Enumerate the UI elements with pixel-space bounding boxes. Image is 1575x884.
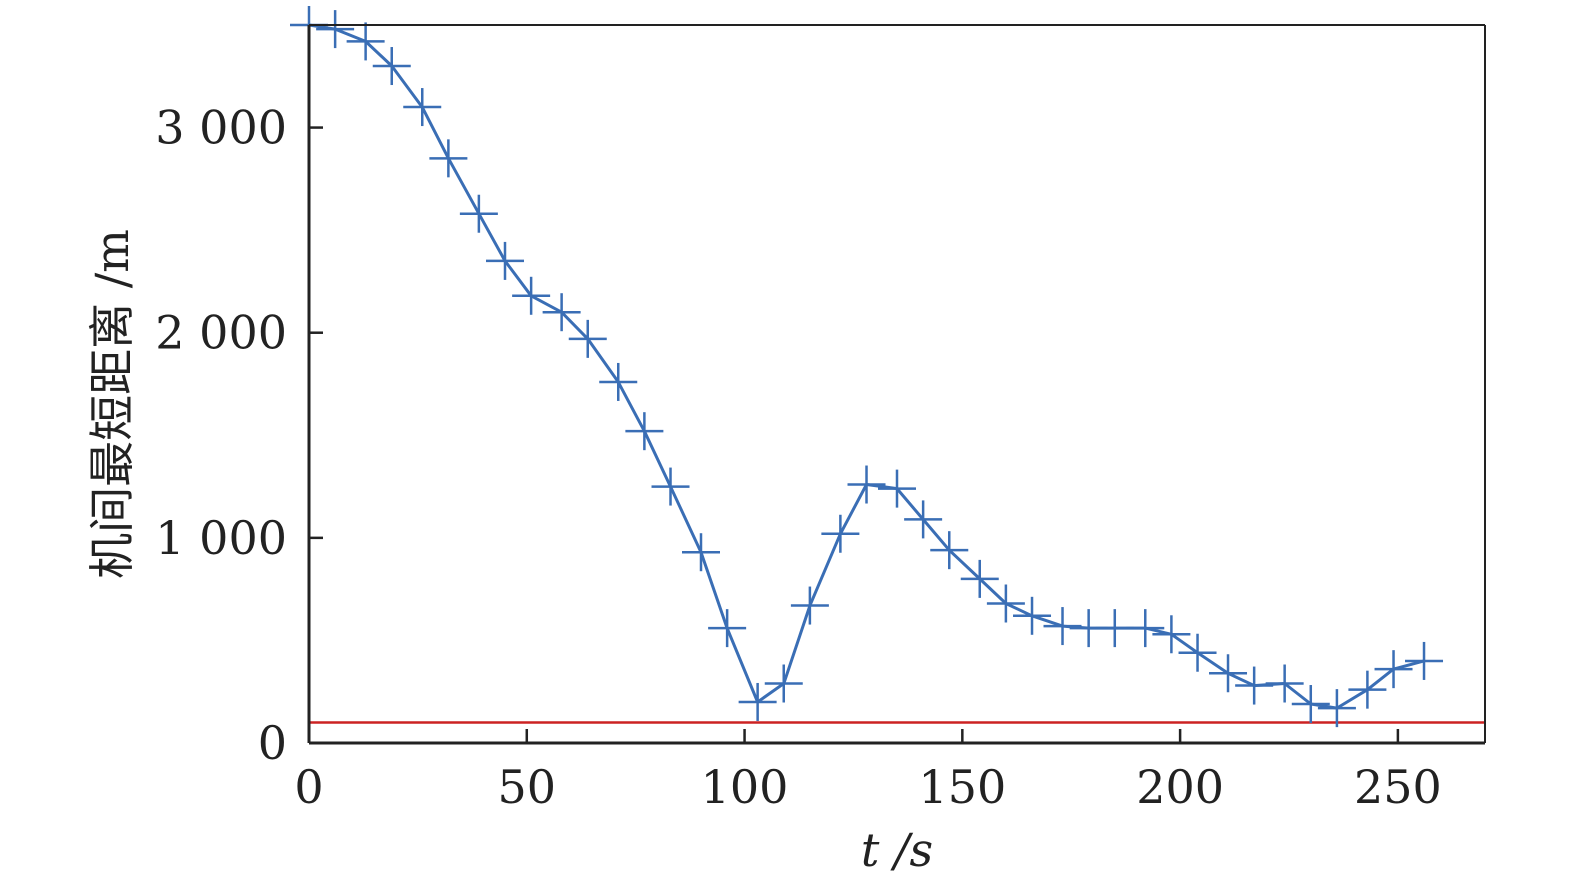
x-tick-label: 150 [918,760,1006,814]
data-point [1013,596,1052,635]
x-tick-label: 100 [701,760,789,814]
y-tick-label: 2 000 [155,306,287,360]
data-point [764,664,803,703]
data-point [512,276,551,315]
data-point [429,139,468,178]
y-tick-label: 1 000 [155,511,287,565]
data-point [1209,654,1248,693]
data-point [878,469,916,508]
data-point [960,559,999,598]
data-point [372,47,411,86]
x-axis-label: t /s [861,823,933,877]
y-axis-label: 机间最短距离 /m [85,229,139,579]
data-point [708,609,747,648]
x-tick-label: 200 [1136,760,1224,814]
data-point [1374,650,1413,689]
data-point [821,514,860,553]
data-point [682,533,720,572]
data-point [904,500,943,539]
data-point [651,467,690,506]
data-point [625,412,664,451]
data-point [459,194,498,233]
axes: 0 50 100 150 200 250 0 1 000 2 000 3 000 [155,24,1486,814]
data-point [1235,666,1274,705]
data-point [568,319,607,358]
plot-area [290,6,1485,728]
x-tick-label: 0 [294,760,323,814]
data-point [1291,685,1330,724]
y-tick-label: 0 [258,716,287,770]
data-point [1265,664,1304,703]
data-point [542,293,581,332]
data-point [1152,615,1191,654]
data-point [1126,609,1165,648]
data-point [930,531,969,570]
data-point [738,682,777,721]
data-point [1317,689,1356,728]
data-point [1043,607,1082,646]
data-point [316,10,355,49]
data-point [403,88,442,127]
data-point [599,362,638,401]
data-point [1348,670,1387,709]
data-point [486,241,524,280]
data-point [346,22,385,61]
x-tick-label: 250 [1354,760,1442,814]
data-point [986,584,1025,623]
y-tick-label: 3 000 [155,101,287,155]
data-point [1405,641,1444,680]
x-tick-label: 50 [498,760,557,814]
data-point [1178,633,1217,672]
data-point [790,586,829,625]
data-point [847,465,886,504]
